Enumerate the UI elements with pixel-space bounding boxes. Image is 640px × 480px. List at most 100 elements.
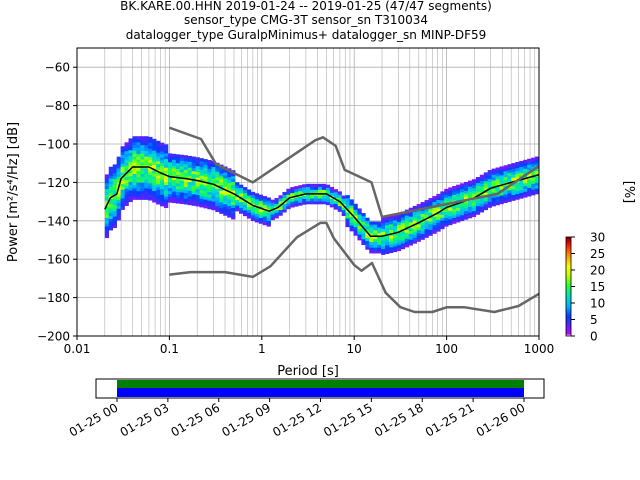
heatmap-cell [365,246,370,250]
heatmap-cell [254,210,260,214]
heatmap-cell [104,200,110,204]
heatmap-cell [112,216,117,220]
heatmap-cell [112,213,117,217]
heatmap-cell [215,194,220,198]
heatmap-cell [191,179,196,183]
heatmap-cell [156,189,161,193]
heatmap-cell [389,226,394,231]
heatmap-cell [136,173,141,177]
heatmap-cell [231,193,236,197]
heatmap-cell [341,212,346,216]
heatmap-cell [440,214,445,218]
heatmap-cell [290,189,295,194]
heatmap-cell [499,175,504,179]
heatmap-cell [187,178,192,183]
heatmap-cell [207,188,212,193]
heatmap-cell [464,196,469,200]
heatmap-cell [148,157,153,161]
heatmap-cell [175,168,181,172]
heatmap-cell [408,213,413,217]
heatmap-cell [487,184,492,188]
heatmap-cell [187,190,192,194]
heatmap-cell [329,192,335,196]
heatmap-cell [227,182,232,186]
heatmap-cell [345,212,350,216]
heatmap-cell [203,187,208,192]
heatmap-cell [183,189,189,193]
heatmap-cell [124,145,129,149]
heatmap-cell [408,242,413,246]
heatmap-cell [389,218,394,222]
heatmap-cell [120,195,125,199]
heatmap-cell [377,227,382,231]
heatmap-cell [191,182,196,186]
heatmap-cell [215,208,220,213]
heatmap-cell [460,217,465,222]
heatmap-cell [349,205,354,209]
heatmap-cell [246,189,252,193]
heatmap-cell [199,195,204,199]
heatmap-cell [160,157,165,161]
heatmap-cell [152,161,157,166]
heatmap-cell [215,180,220,184]
heatmap-cell [337,197,342,201]
heatmap-cell [136,196,141,200]
heatmap-cell [416,218,421,222]
heatmap-cell [156,198,161,202]
heatmap-cell [116,159,121,163]
heatmap-cell [250,194,256,198]
heatmap-cell [428,223,433,228]
heatmap-cell [250,206,256,210]
heatmap-cell [128,155,133,159]
heatmap-cell [460,206,465,210]
heatmap-cell [471,208,477,212]
heatmap-cell [104,206,110,210]
heatmap-cell [424,200,429,204]
heatmap-cell [199,169,204,173]
heatmap-cell [219,187,224,191]
heatmap-cell [428,218,433,222]
heatmap-cell [452,209,457,213]
heatmap-cell [235,196,240,200]
heatmap-cell [511,174,516,178]
heatmap-cell [424,202,429,207]
heatmap-cell [302,184,307,188]
colorbar-gradient [565,236,572,337]
heatmap-cell [250,217,256,221]
heatmap-cell [112,224,117,229]
heatmap-cell [408,236,413,240]
heatmap-cell [373,247,378,251]
heatmap-cell [286,200,291,204]
heatmap-cell [187,164,192,168]
heatmap-cell [167,164,173,169]
y-tick-label: −160 [37,253,70,267]
heatmap-cell [306,198,311,202]
heatmap-cell [290,204,295,208]
heatmap-cell [503,196,508,201]
heatmap-cell [491,177,496,181]
heatmap-cell [523,188,528,192]
heatmap-cell [116,214,121,218]
heatmap-cell [365,243,370,247]
heatmap-cell [199,192,204,196]
heatmap-cell [396,245,402,249]
heatmap-cell [164,150,169,154]
heatmap-cell [531,163,536,167]
heatmap-cell [408,230,413,234]
heatmap-cell [511,191,516,196]
heatmap-cell [471,190,477,194]
heatmap-cell [467,203,473,207]
heatmap-cell [535,182,539,186]
heatmap-cell [231,178,236,182]
heatmap-cell [171,153,177,158]
heatmap-cell [385,239,390,243]
heatmap-cell [357,217,362,221]
heatmap-cell [227,194,232,198]
heatmap-cell [152,150,157,154]
heatmap-cell [456,184,461,188]
heatmap-cell [503,168,508,172]
heatmap-cell [298,190,303,195]
heatmap-cell [511,183,516,187]
timeline-tick-label: 01-25 21 [423,400,477,439]
heatmap-cell [531,172,536,176]
